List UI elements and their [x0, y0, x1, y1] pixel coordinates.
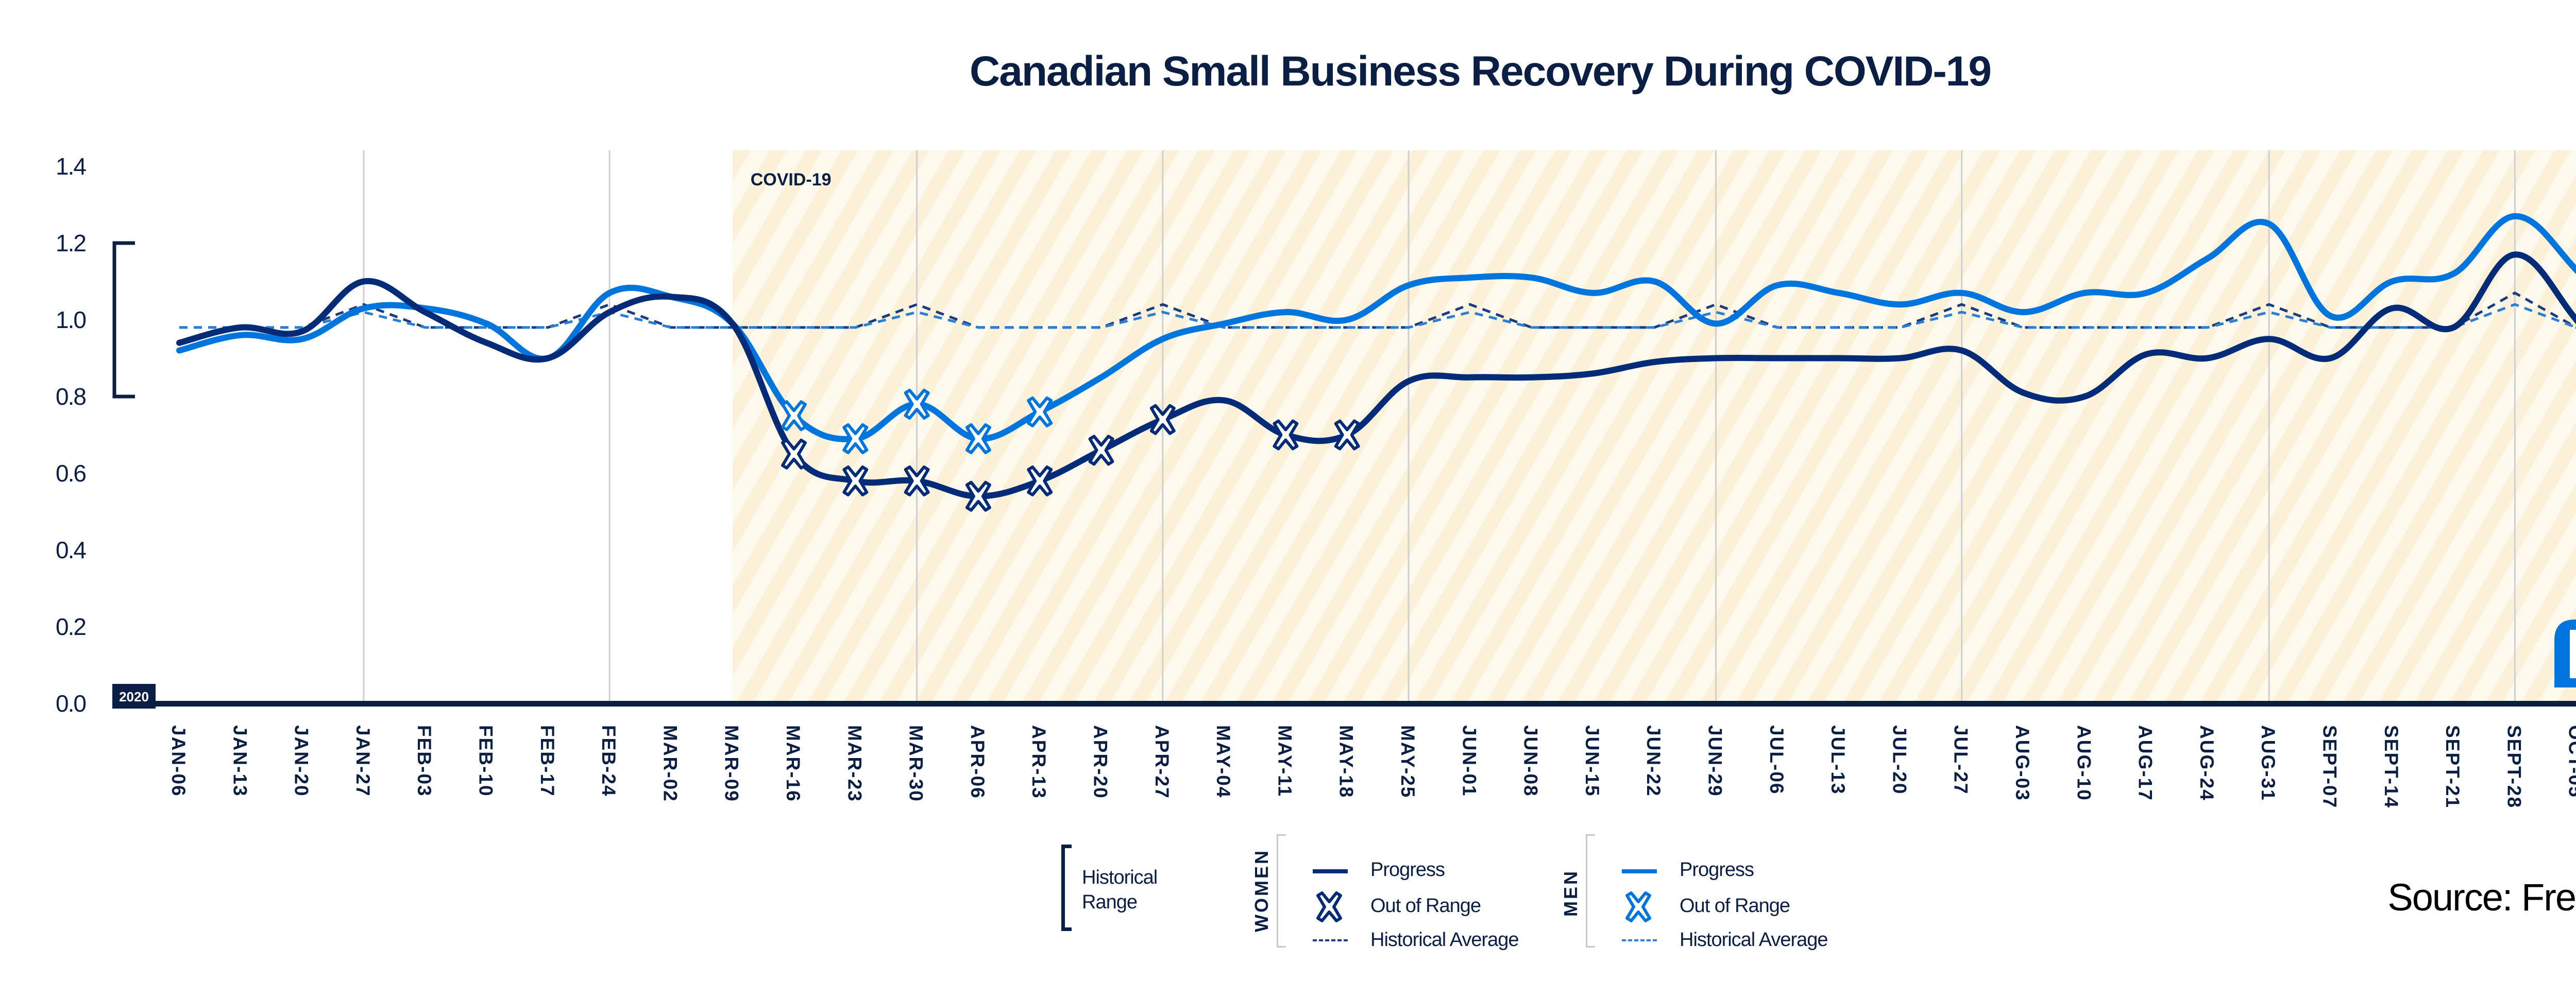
y-tick-label: 1.0: [56, 306, 86, 333]
men-out-of-range-marker: [965, 423, 991, 454]
legend-women-progress: Progress: [1370, 859, 1445, 881]
x-axis-baseline: [113, 701, 2576, 707]
y-tick-label: 1.4: [56, 153, 86, 180]
legend-women-progress-swatch: [1313, 869, 1348, 873]
x-tick-label: AUG-31: [2258, 725, 2279, 801]
x-tick-label: JAN-06: [168, 725, 189, 797]
legend-historical-range-line1: Historical: [1082, 867, 1158, 888]
legend-men-avg-swatch: [1622, 939, 1657, 941]
x-tick-label: MAR-09: [721, 725, 742, 802]
women-progress-line: [176, 251, 2576, 500]
x-tick-label: AUG-24: [2196, 725, 2217, 801]
y-tick-label: 0.8: [56, 383, 86, 410]
legend-men-historical-average: Historical Average: [1680, 929, 1828, 951]
legend-historical-range-line2: Range: [1082, 891, 1138, 913]
women-out-of-range-marker: [1273, 419, 1299, 451]
x-tick-label: JAN-13: [229, 725, 250, 797]
legend-group-men: MEN: [1560, 869, 1581, 917]
x-tick-label: JAN-27: [352, 725, 374, 797]
x-tick-label: SEPT-28: [2503, 725, 2524, 808]
x-tick-label: FEB-10: [476, 725, 497, 797]
x-tick-label: JUN-29: [1705, 725, 1726, 797]
legend-men-progress-swatch: [1622, 869, 1657, 873]
x-tick-label: AUG-03: [2012, 725, 2033, 801]
covid-region-label: COVID-19: [751, 170, 832, 190]
x-tick-label: JUN-08: [1520, 725, 1541, 797]
women-out-of-range-marker: [1027, 465, 1053, 496]
x-tick-label: SEPT-14: [2381, 725, 2402, 808]
y-tick-label: 0.6: [56, 460, 86, 487]
x-tick-label: MAR-02: [659, 725, 681, 802]
x-tick-label: APR-27: [1151, 725, 1173, 799]
x-tick-label: APR-13: [1028, 725, 1049, 799]
x-tick-label: JUN-15: [1582, 725, 1603, 797]
x-tick-label: FEB-03: [414, 725, 435, 797]
x-tick-label: JUL-20: [1889, 725, 1910, 795]
year-badge: [112, 684, 156, 709]
men-out-of-range-marker: [842, 423, 869, 454]
y-tick-label: 0.2: [56, 613, 86, 640]
y-tick-label: 0.4: [56, 537, 86, 563]
legend-men-out-of-range: Out of Range: [1680, 895, 1790, 917]
x-tick-label: AUG-10: [2073, 725, 2094, 801]
men-out-of-range-marker: [781, 400, 807, 432]
x-tick-label: MAY-18: [1336, 725, 1357, 798]
legend-women-out-of-range-icon: [1316, 891, 1342, 922]
x-tick-label: MAY-11: [1274, 725, 1295, 797]
legend-historical-range: Historical Range: [1082, 865, 1158, 915]
x-tick-label: SEPT-07: [2319, 725, 2341, 808]
legend-men-progress: Progress: [1680, 859, 1754, 881]
x-tick-label: APR-06: [967, 725, 988, 799]
source-text: Source: FreshBooks Data, 2020.: [2387, 876, 2576, 919]
legend-women-out-of-range: Out of Range: [1370, 895, 1481, 917]
chart-title: Canadian Small Business Recovery During …: [970, 48, 1992, 95]
women-out-of-range-marker: [965, 480, 991, 512]
women-out-of-range-marker: [904, 465, 930, 496]
x-tick-label: MAY-04: [1213, 725, 1234, 798]
x-tick-label: MAR-16: [783, 725, 804, 802]
legend-women-bracket: [1277, 834, 1286, 948]
freshbooks-f-icon: [2554, 620, 2576, 687]
x-tick-label: JUL-13: [1827, 725, 1849, 795]
women-out-of-range-marker: [1088, 435, 1114, 466]
historical-range-bracket-left: [112, 241, 135, 399]
y-tick-label: 0.0: [56, 690, 86, 717]
x-tick-label: JUL-06: [1766, 725, 1787, 795]
women-out-of-range-marker: [1334, 419, 1360, 451]
x-tick-label: MAR-30: [906, 725, 927, 802]
legend: Historical Range WOMEN Progress Out of R…: [1061, 834, 1947, 958]
men-out-of-range-marker: [904, 388, 930, 420]
legend-women-historical-average: Historical Average: [1370, 929, 1519, 951]
x-tick-label: JUN-01: [1459, 725, 1480, 797]
x-tick-label: MAR-23: [844, 725, 865, 802]
women-out-of-range-marker: [842, 465, 869, 496]
women-historical-average-line: [179, 291, 2576, 329]
x-tick-label: JUL-27: [1951, 725, 1972, 795]
x-tick-label: APR-20: [1090, 725, 1111, 799]
legend-men-out-of-range-icon: [1625, 891, 1651, 922]
x-tick-label: FEB-24: [598, 725, 619, 797]
legend-women-avg-swatch: [1313, 939, 1348, 941]
y-tick-label: 1.2: [56, 230, 86, 256]
x-tick-label: MAY-25: [1397, 725, 1418, 798]
x-tick-label: FEB-17: [537, 725, 558, 797]
year-badge-label: 2020: [119, 689, 149, 704]
legend-group-women: WOMEN: [1251, 849, 1272, 932]
women-out-of-range-marker: [781, 438, 807, 470]
x-tick-label: OCT-05: [2565, 725, 2576, 798]
freshbooks-logo: FreshBooks: [2554, 620, 2576, 687]
x-tick-label: JAN-20: [291, 725, 312, 797]
legend-historical-range-bracket: [1061, 845, 1072, 931]
legend-men-bracket: [1586, 834, 1595, 948]
women-out-of-range-marker: [1149, 404, 1176, 435]
x-tick-label: AUG-17: [2135, 725, 2156, 801]
x-tick-label: SEPT-21: [2442, 725, 2463, 808]
men-progress-line: [176, 213, 2576, 442]
men-out-of-range-marker: [1027, 396, 1053, 427]
x-tick-label: JUN-22: [1643, 725, 1664, 797]
